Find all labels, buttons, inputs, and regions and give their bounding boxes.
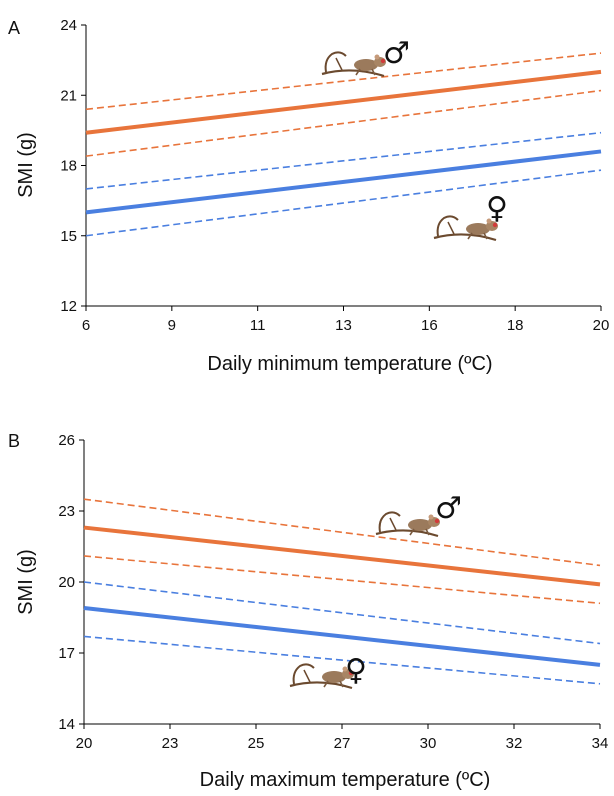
x-tick-label: 25: [248, 735, 265, 752]
y-tick-label: 15: [60, 228, 77, 245]
y-tick-label: 20: [58, 574, 75, 591]
x-tick-label: 9: [168, 317, 176, 334]
male-lemur-icon: [320, 51, 388, 78]
panel-letter: B: [8, 431, 20, 451]
male-ci-lower-line: [83, 555, 601, 605]
male-symbol-icon: ♂: [435, 491, 462, 526]
y-tick-label: 26: [58, 432, 75, 449]
male-fit-line: [83, 525, 601, 587]
x-tick-label: 11: [250, 317, 266, 334]
x-tick-label: 20: [593, 317, 610, 334]
y-axis-title: SMI (g): [15, 549, 37, 615]
x-tick-label: 13: [335, 317, 352, 334]
x-axis-title: Daily maximum temperature (ºC): [200, 769, 491, 791]
x-ticks: 6 9 11 13 16 18 20: [82, 306, 610, 334]
y-tick-label: 23: [58, 503, 75, 520]
panel-letter: A: [8, 18, 20, 38]
male-ci-lower-line: [85, 89, 602, 157]
female-ci-lower-line: [85, 169, 602, 237]
y-tick-label: 18: [60, 158, 77, 175]
y-ticks: 14 17 20 23 26: [58, 432, 84, 733]
x-ticks: 20 23 25 27 30 32 34: [76, 724, 609, 752]
x-tick-label: 27: [334, 735, 351, 752]
y-tick-label: 21: [60, 87, 77, 104]
male-lemur-icon: [374, 511, 442, 538]
male-ci-upper-line: [83, 498, 601, 567]
female-symbol-icon: ♀: [486, 191, 508, 226]
y-ticks: 12 15 18 21 24: [60, 17, 86, 315]
female-fit-line: [85, 149, 602, 215]
x-tick-label: 16: [421, 317, 438, 334]
y-tick-label: 17: [58, 645, 75, 662]
x-tick-label: 34: [592, 735, 609, 752]
x-tick-label: 30: [420, 735, 437, 752]
y-tick-label: 24: [60, 17, 77, 34]
x-tick-label: 23: [162, 735, 179, 752]
x-tick-label: 18: [507, 317, 524, 334]
panel-a: A 12 15 18 21 24 6 9 11 13 16 18 20 Daily minimum …: [8, 17, 609, 375]
x-tick-label: 20: [76, 735, 93, 752]
female-ci-upper-line: [85, 131, 602, 190]
y-axis-title: SMI (g): [15, 132, 37, 198]
x-tick-label: 32: [506, 735, 523, 752]
series-layer: [83, 498, 601, 685]
y-tick-label: 14: [58, 716, 75, 733]
female-ci-upper-line: [83, 581, 601, 645]
series-layer: [85, 52, 602, 237]
x-axis-title: Daily minimum temperature (ºC): [207, 353, 492, 375]
panel-b: B 14 17 20 23 26 20 23 25 27 30 32 34 Daily maximu…: [8, 431, 608, 791]
female-fit-line: [83, 606, 601, 667]
y-tick-label: 12: [60, 298, 77, 315]
x-tick-label: 6: [82, 317, 90, 334]
male-fit-line: [85, 69, 602, 135]
male-ci-upper-line: [85, 52, 602, 111]
female-symbol-icon: ♀: [345, 653, 367, 688]
female-ci-lower-line: [83, 635, 601, 685]
male-symbol-icon: ♂: [383, 36, 410, 71]
